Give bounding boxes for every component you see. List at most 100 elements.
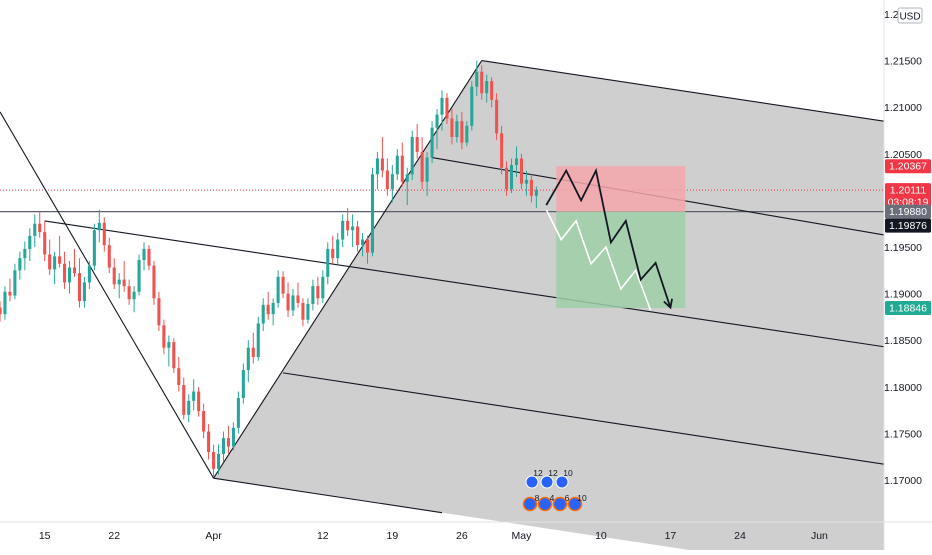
- candle-body: [251, 347, 255, 358]
- pitchfork-line[interactable]: [44, 220, 885, 348]
- candle-body: [351, 226, 355, 231]
- candle-body: [365, 239, 370, 253]
- y-axis-tick-label: 1.19500: [884, 242, 922, 254]
- pitchfork-line[interactable]: [0, 111, 215, 479]
- y-axis-tick-label: 1.21500: [884, 56, 922, 68]
- candle-body: [450, 118, 454, 138]
- event-badge-count: 8: [535, 493, 540, 503]
- candle-body: [455, 121, 459, 138]
- candle-body: [410, 137, 414, 175]
- candle-body: [246, 347, 250, 371]
- projection-arrowhead: [663, 298, 673, 310]
- candle-body: [534, 190, 538, 196]
- candle-body: [509, 164, 514, 190]
- candle-body: [187, 400, 191, 415]
- candle-body: [38, 223, 42, 233]
- event-badge-icon[interactable]: [522, 496, 538, 512]
- x-axis-tick-label: 12: [317, 530, 329, 542]
- event-badge-count: 10: [577, 493, 587, 503]
- candle-body: [18, 258, 22, 271]
- candle-body: [370, 174, 375, 253]
- candle-body: [356, 226, 360, 246]
- y-axis-tick-label: 1.17000: [884, 475, 922, 487]
- candle-body: [296, 295, 300, 303]
- candle-body: [425, 157, 429, 182]
- candle-body: [167, 342, 171, 348]
- price-tag: [885, 300, 931, 315]
- event-badge-icon[interactable]: [537, 496, 553, 512]
- candle-body: [336, 239, 340, 259]
- candle-body: [306, 303, 310, 320]
- candle-body: [241, 370, 245, 399]
- event-badge-icon[interactable]: [552, 496, 568, 512]
- x-axis-tick-label: Apr: [205, 530, 222, 542]
- x-axis-tick-label: 26: [456, 530, 468, 542]
- position-risk-zone[interactable]: [556, 166, 686, 212]
- y-axis-tick-label: 1.21000: [884, 102, 922, 114]
- pitchfork-line[interactable]: [282, 372, 885, 465]
- event-badge-count: 12: [548, 468, 558, 478]
- candle-body: [266, 304, 270, 315]
- price-tag-label: 1.19880: [889, 206, 927, 218]
- candle-body: [420, 151, 424, 182]
- candle-body: [97, 222, 101, 231]
- event-badge-icon[interactable]: [525, 475, 539, 489]
- currency-label: USD: [897, 7, 923, 24]
- candle-body: [321, 276, 325, 299]
- candle-body: [490, 81, 494, 100]
- candle-body: [43, 232, 47, 255]
- candle-body: [3, 291, 7, 315]
- projection-path-white[interactable]: [545, 209, 652, 311]
- y-axis-tick-label: 1.20500: [884, 149, 922, 161]
- pitchfork-line[interactable]: [213, 477, 443, 514]
- x-axis-tick-label: Jun: [811, 530, 828, 542]
- x-axis-tick-label: 15: [39, 530, 51, 542]
- candle-body: [92, 230, 96, 266]
- candle-body: [137, 260, 141, 292]
- candle-body: [0, 307, 2, 315]
- candle-body: [440, 97, 444, 115]
- candle-body: [475, 71, 479, 87]
- x-axis-tick-label: 10: [595, 530, 607, 542]
- candle-body: [485, 81, 489, 94]
- candle-body: [58, 256, 62, 264]
- candle-body: [197, 391, 201, 412]
- event-badge-icon[interactable]: [555, 475, 569, 489]
- candle-body: [445, 97, 449, 119]
- candle-body: [465, 125, 469, 143]
- candle-body: [435, 114, 439, 128]
- candle-body: [395, 155, 399, 175]
- candle-body: [221, 438, 226, 454]
- candle-body: [480, 71, 484, 94]
- x-axis-tick-label: 17: [665, 530, 677, 542]
- event-badge-count: 10: [563, 468, 573, 478]
- candle-body: [519, 158, 524, 184]
- x-axis-tick-label: 22: [108, 530, 120, 542]
- price-tag: [885, 183, 931, 210]
- pitchfork-line[interactable]: [481, 60, 885, 122]
- candle-body: [8, 291, 12, 296]
- candle-body: [172, 342, 176, 369]
- candle-body: [505, 167, 509, 190]
- candle-body: [286, 293, 290, 311]
- candle-body: [460, 121, 464, 143]
- x-axis-tick-label: May: [512, 530, 533, 542]
- y-axis-tick-label: 1.19000: [884, 289, 922, 301]
- price-tag-label: 1.18846: [889, 302, 927, 314]
- candle-body: [276, 276, 280, 303]
- event-badge-icon[interactable]: [540, 475, 554, 489]
- y-axis-tick-label: 1.18000: [884, 382, 922, 394]
- candle-body: [177, 368, 181, 385]
- price-tag: [885, 218, 931, 233]
- candle-body: [216, 453, 221, 469]
- event-badge-icon[interactable]: [567, 496, 583, 512]
- projection-path-black[interactable]: [545, 167, 672, 308]
- candle-body: [147, 248, 151, 266]
- candle-body: [430, 127, 434, 158]
- candle-body: [82, 282, 86, 302]
- candle-body: [375, 158, 379, 175]
- x-axis-tick-label: 19: [386, 530, 398, 542]
- candle-body: [236, 398, 240, 428]
